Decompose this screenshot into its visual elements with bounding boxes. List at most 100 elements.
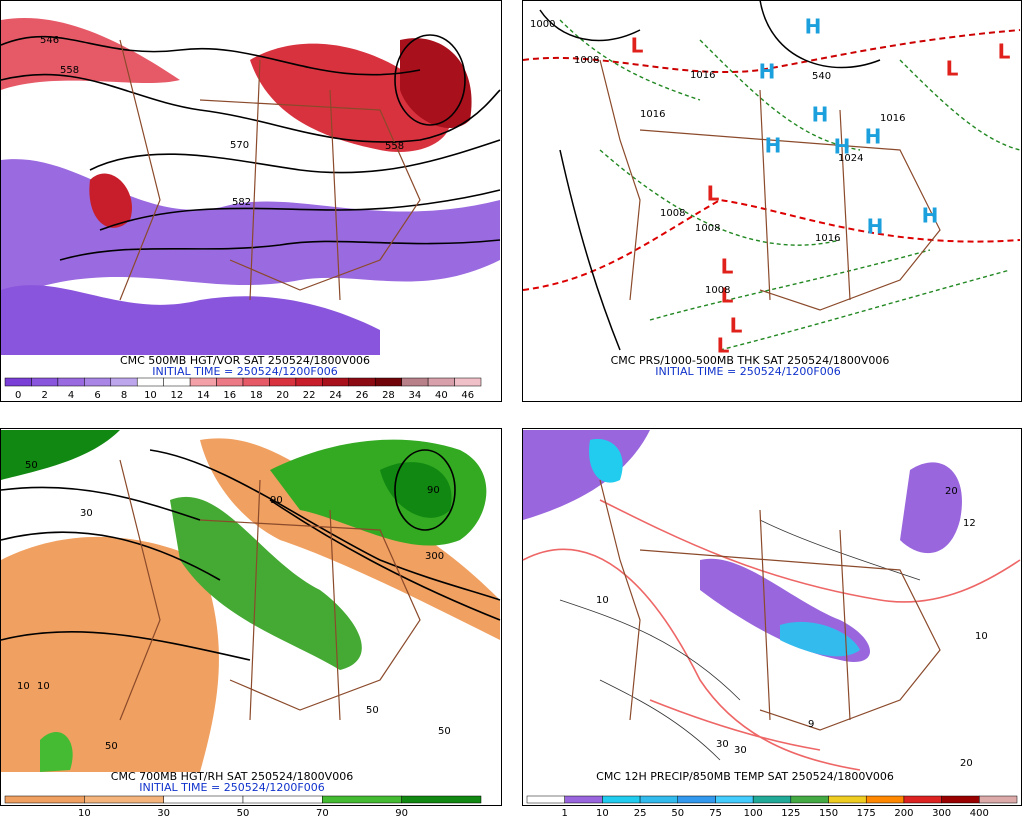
colorbar-swatch (374, 377, 402, 387)
contour-label: 540 (812, 71, 831, 82)
colorbar-swatch (242, 377, 270, 387)
contour-label: 1008 (660, 208, 685, 219)
colorbar-label: 90 (395, 808, 408, 819)
height-contour (0, 73, 501, 143)
colorbar-swatch (526, 795, 565, 804)
colorbar-swatch (401, 795, 482, 804)
contour-label: 9 (808, 719, 814, 730)
colorbar: 0 2 4 6 8 10 12 14 16 18 20 22 24 26 28 34 40 46 (4, 377, 482, 401)
colorbar-swatch (242, 795, 323, 804)
contour-label: 582 (232, 197, 251, 208)
colorbar-label: 10 (144, 390, 157, 401)
contour-label: 12 (963, 518, 976, 529)
precip-area (900, 462, 962, 554)
colorbar-swatch (454, 377, 482, 387)
panel-700mb: 50 30 90 10 10 50 50 300 90 50 CMC 700MB… (0, 428, 502, 819)
colorbar-label: 2 (41, 390, 47, 401)
panel-title: CMC PRS/1000-500MB THK SAT 250524/1800V0… (611, 354, 890, 367)
colorbar-swatch (602, 795, 641, 804)
low-marker: L (998, 40, 1011, 64)
panel-precip: 20 12 10 9 30 30 20 10 CMC 12H PRECIP/85… (522, 428, 1022, 819)
contour-label: 1008 (574, 55, 599, 66)
colorbar-swatch (348, 377, 376, 387)
humidity-area (1, 536, 219, 772)
colorbar-label: 22 (303, 390, 316, 401)
colorbar-label: 25 (634, 808, 647, 819)
colorbar-swatch (790, 795, 829, 804)
initial-time: INITIAL TIME = 250524/1200F006 (152, 365, 337, 378)
colorbar-label: 75 (709, 808, 722, 819)
low-marker: L (717, 334, 730, 358)
colorbar-swatch (4, 377, 32, 387)
colorbar-swatch (216, 377, 244, 387)
colorbar-swatch (865, 795, 905, 804)
humidity-area (200, 438, 500, 640)
high-marker: H (812, 103, 829, 127)
colorbar-label: 16 (223, 390, 236, 401)
colorbar-label: 125 (781, 808, 800, 819)
panel-title: CMC 500MB HGT/VOR SAT 250524/1800V006 (120, 354, 370, 367)
state-borders (599, 479, 941, 731)
contour-label: 300 (425, 551, 444, 562)
high-marker: H (759, 60, 776, 84)
colorbar-label: 175 (857, 808, 876, 819)
colorbar-swatch (163, 795, 244, 804)
vorticity-area (1, 285, 380, 355)
colorbar-swatch (322, 377, 350, 387)
colorbar-label: 12 (171, 390, 184, 401)
panel-mslp: H H H H H H H H L L L L L L L L 1000 100… (522, 0, 1022, 402)
contour-label: 1024 (838, 153, 863, 164)
colorbar-swatch (639, 795, 679, 804)
colorbar-swatch (84, 795, 164, 804)
high-marker: H (865, 125, 882, 149)
humidity-area (40, 731, 73, 772)
vorticity-area (89, 173, 132, 228)
low-marker: L (721, 255, 734, 279)
low-marker: L (707, 182, 720, 206)
colorbar-label: 18 (250, 390, 263, 401)
contour-label: 1016 (640, 109, 665, 120)
humidity-area (380, 462, 452, 518)
colorbar-label: 400 (970, 808, 989, 819)
height-contour (89, 139, 501, 174)
colorbar-label: 28 (382, 390, 395, 401)
panel-title: CMC 700MB HGT/RH SAT 250524/1800V006 (111, 770, 353, 783)
contour-label: 30 (716, 739, 729, 750)
contour-label: 50 (105, 741, 118, 752)
low-marker: L (946, 57, 959, 81)
colorbar-label: 100 (744, 808, 763, 819)
colorbar-swatch (752, 795, 792, 804)
contour-label: 50 (25, 460, 38, 471)
colorbar-swatch (941, 795, 980, 804)
colorbar-label: 30 (157, 808, 170, 819)
temperature-contour (559, 519, 921, 761)
colorbar-swatch (903, 795, 942, 804)
colorbar-label: 200 (894, 808, 913, 819)
contour-label: 10 (17, 681, 30, 692)
colorbar-label: 10 (78, 808, 91, 819)
humidity-area (170, 496, 362, 670)
contour-label: 1000 (530, 19, 555, 30)
contour-label: 558 (385, 141, 404, 152)
pressure-contour (559, 19, 1021, 351)
contour-label: 1008 (695, 223, 720, 234)
high-marker: H (834, 135, 851, 159)
state-borders (119, 459, 421, 721)
colorbar-swatch (57, 377, 85, 387)
precip-area (780, 621, 860, 657)
low-marker: L (730, 314, 743, 338)
contour-label: 10 (975, 631, 988, 642)
contour-label: 1008 (705, 285, 730, 296)
contour-label: 1016 (815, 233, 840, 244)
colorbar-swatch (427, 377, 455, 387)
panel-title: CMC 12H PRECIP/850MB TEMP SAT 250524/180… (596, 770, 894, 783)
precip-area (589, 439, 623, 483)
contour-label: 90 (270, 495, 283, 506)
colorbar-label: 300 (932, 808, 951, 819)
colorbar-swatch (715, 795, 754, 804)
colorbar-label: 24 (329, 390, 342, 401)
high-marker: H (867, 215, 884, 239)
high-marker: H (922, 204, 939, 228)
colorbar-swatch (322, 795, 402, 804)
contour-label: 20 (945, 486, 958, 497)
